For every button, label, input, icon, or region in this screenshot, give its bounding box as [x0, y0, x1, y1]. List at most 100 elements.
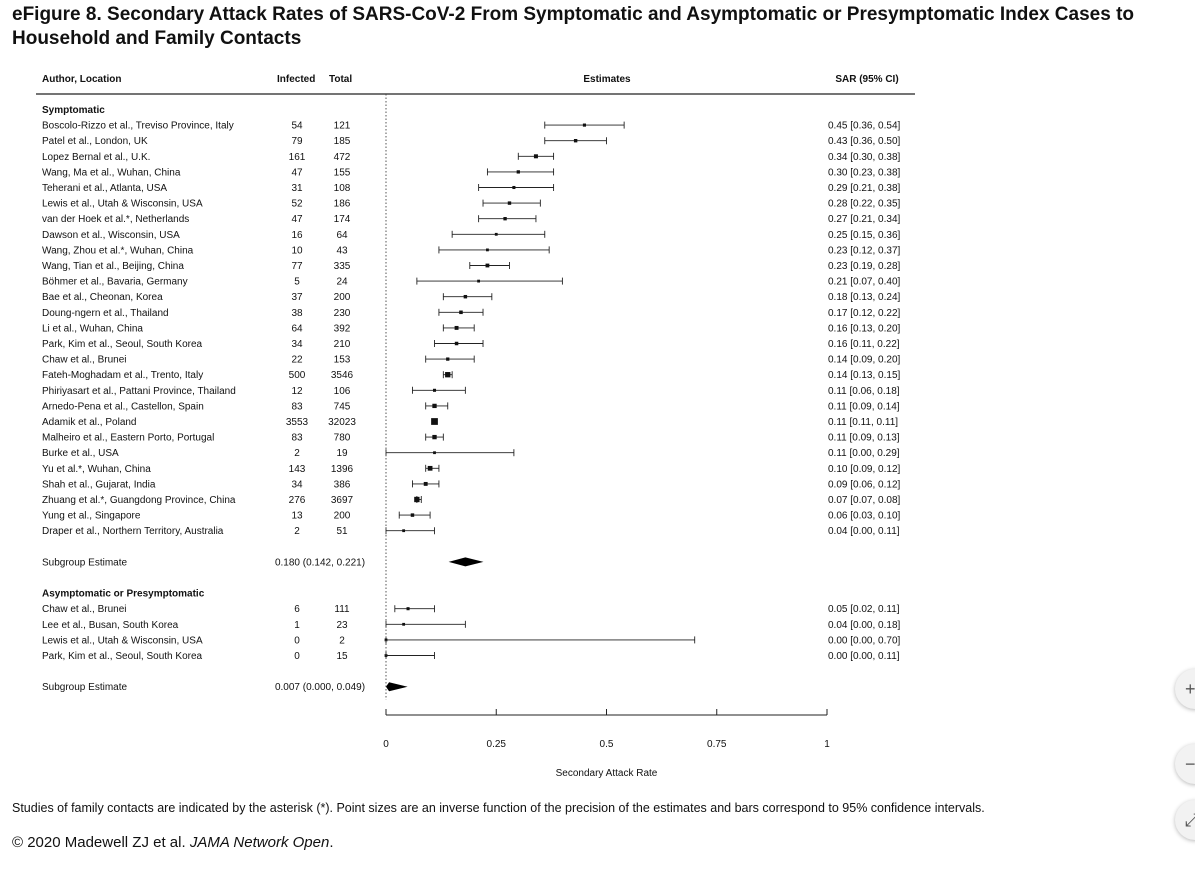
- study-total: 43: [336, 245, 348, 256]
- study-label: Adamik et al., Poland: [42, 417, 137, 428]
- point-estimate: [384, 638, 388, 642]
- study-total: 3546: [331, 370, 354, 381]
- point-estimate: [494, 232, 498, 236]
- study-infected: 161: [289, 152, 306, 163]
- study-sar-ci: 0.17 [0.12, 0.22]: [828, 308, 901, 319]
- study-sar-ci: 0.16 [0.13, 0.20]: [828, 323, 901, 334]
- point-estimate: [477, 279, 481, 283]
- study-infected: 22: [291, 355, 303, 366]
- study-infected: 143: [289, 464, 306, 475]
- study-label: Wang, Ma et al., Wuhan, China: [42, 167, 181, 178]
- study-infected: 77: [291, 261, 303, 272]
- study-label: Bae et al., Cheonan, Korea: [42, 292, 163, 303]
- column-header-infected: Infected: [277, 74, 315, 85]
- study-label: Lee et al., Busan, South Korea: [42, 620, 179, 631]
- study-total: 108: [334, 183, 351, 194]
- copyright-prefix: © 2020 Madewell ZJ et al.: [12, 834, 190, 851]
- study-total: 153: [334, 355, 351, 366]
- study-sar-ci: 0.07 [0.07, 0.08]: [828, 495, 901, 506]
- x-tick-label: 0.75: [707, 739, 727, 750]
- study-label: Böhmer et al., Bavaria, Germany: [42, 277, 188, 288]
- point-estimate: [402, 622, 406, 626]
- x-tick-label: 0.5: [600, 739, 614, 750]
- study-total: 24: [336, 277, 348, 288]
- study-label: Boscolo-Rizzo et al., Treviso Province, …: [42, 121, 234, 132]
- point-estimate: [432, 434, 437, 440]
- point-estimate: [402, 529, 406, 533]
- point-estimate: [431, 418, 438, 425]
- x-axis-label: Secondary Attack Rate: [556, 768, 658, 779]
- study-sar-ci: 0.21 [0.07, 0.40]: [828, 277, 901, 288]
- study-total: 106: [334, 386, 351, 397]
- point-estimate: [516, 170, 520, 174]
- study-sar-ci: 0.04 [0.00, 0.18]: [828, 620, 901, 631]
- point-estimate: [433, 451, 436, 455]
- zoom-in-button[interactable]: +: [1175, 669, 1195, 709]
- study-infected: 83: [291, 401, 303, 412]
- study-sar-ci: 0.18 [0.13, 0.24]: [828, 292, 901, 303]
- study-label: Li et al., Wuhan, China: [42, 323, 143, 334]
- study-sar-ci: 0.45 [0.36, 0.54]: [828, 121, 901, 132]
- figure-title: eFigure 8. Secondary Attack Rates of SAR…: [12, 4, 1135, 49]
- study-sar-ci: 0.00 [0.00, 0.11]: [828, 651, 900, 662]
- column-header-study: Author, Location: [42, 74, 121, 85]
- study-label: Lewis et al., Utah & Wisconsin, USA: [42, 635, 203, 646]
- study-label: van der Hoek et al.*, Netherlands: [42, 214, 189, 225]
- study-label: Malheiro et al., Eastern Porto, Portugal: [42, 433, 214, 444]
- study-sar-ci: 0.14 [0.09, 0.20]: [828, 355, 901, 366]
- study-infected: 10: [291, 245, 303, 256]
- subgroup-label: Subgroup Estimate: [42, 557, 127, 568]
- point-estimate: [533, 154, 538, 159]
- study-total: 230: [334, 308, 351, 319]
- study-total: 3697: [331, 495, 354, 506]
- column-header-sar: SAR (95% CI): [835, 74, 898, 85]
- point-estimate: [485, 263, 490, 268]
- study-sar-ci: 0.11 [0.00, 0.29]: [828, 448, 900, 459]
- study-infected: 0: [294, 635, 300, 646]
- study-sar-ci: 0.29 [0.21, 0.38]: [828, 183, 901, 194]
- study-total: 200: [334, 511, 351, 522]
- study-infected: 2: [294, 448, 300, 459]
- subgroup-estimate-text: 0.180 (0.142, 0.221): [275, 557, 365, 568]
- study-label: Park, Kim et al., Seoul, South Korea: [42, 651, 203, 662]
- study-total: 155: [334, 167, 351, 178]
- study-label: Fateh-Moghadam et al., Trento, Italy: [42, 370, 203, 381]
- copyright-line: © 2020 Madewell ZJ et al. JAMA Network O…: [12, 834, 333, 851]
- fit-page-button[interactable]: ⤢: [1175, 800, 1195, 840]
- study-infected: 3553: [286, 417, 309, 428]
- study-sar-ci: 0.00 [0.00, 0.70]: [828, 635, 901, 646]
- study-infected: 37: [291, 292, 303, 303]
- study-infected: 34: [291, 339, 303, 350]
- study-sar-ci: 0.25 [0.15, 0.36]: [828, 230, 901, 241]
- study-sar-ci: 0.14 [0.13, 0.15]: [828, 370, 901, 381]
- point-estimate: [446, 357, 450, 361]
- study-sar-ci: 0.11 [0.11, 0.11]: [828, 417, 898, 428]
- study-infected: 64: [291, 323, 303, 334]
- study-infected: 5: [294, 277, 300, 288]
- zoom-out-button[interactable]: −: [1175, 744, 1195, 784]
- study-label: Burke et al., USA: [42, 448, 119, 459]
- study-total: 32023: [328, 417, 356, 428]
- point-estimate: [582, 123, 587, 127]
- study-infected: 34: [291, 479, 303, 490]
- study-total: 780: [334, 433, 351, 444]
- point-estimate: [432, 403, 437, 409]
- point-estimate: [454, 325, 459, 330]
- point-estimate: [503, 217, 507, 221]
- study-sar-ci: 0.10 [0.09, 0.12]: [828, 464, 901, 475]
- subgroup-label: Subgroup Estimate: [42, 682, 127, 693]
- point-estimate: [486, 248, 489, 252]
- subgroup-diamond: [386, 682, 408, 692]
- study-label: Lewis et al., Utah & Wisconsin, USA: [42, 199, 203, 210]
- study-label: Chaw et al., Brunei: [42, 604, 127, 615]
- study-total: 174: [334, 214, 351, 225]
- study-total: 111: [334, 604, 350, 615]
- study-infected: 47: [291, 214, 303, 225]
- study-infected: 1: [294, 620, 300, 631]
- study-infected: 500: [289, 370, 306, 381]
- study-label: Wang, Tian et al., Beijing, China: [42, 261, 184, 272]
- point-estimate: [427, 465, 433, 471]
- journal-name: JAMA Network Open: [189, 834, 330, 851]
- study-infected: 38: [291, 308, 303, 319]
